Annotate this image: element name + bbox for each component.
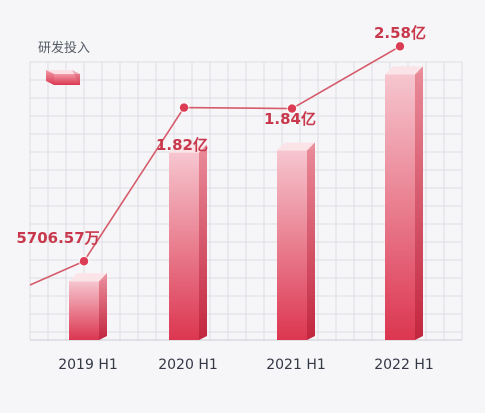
trend-marker [79, 257, 89, 266]
bar-front [277, 150, 307, 340]
labels: 5706.57万 1.82亿 1.84亿 2.58亿 [16, 24, 426, 247]
legend-label: 研发投入 [38, 40, 90, 56]
bar-2021-h1 [277, 142, 315, 340]
x-tick-label: 2020 H1 [158, 357, 218, 373]
trend-line [29, 45, 401, 286]
trend-marker [395, 42, 405, 51]
bar-side [307, 146, 315, 340]
bar-cap [169, 144, 207, 153]
bar-side [99, 277, 107, 340]
bar-cap [277, 142, 315, 151]
data-label: 1.84亿 [264, 110, 316, 128]
bar-side [415, 70, 423, 340]
data-label: 5706.57万 [16, 229, 99, 247]
bars [69, 66, 423, 340]
bar-2022-h1 [385, 66, 423, 340]
legend-swatch [46, 70, 80, 85]
bar-2019-h1 [69, 273, 107, 340]
bar-2020-h1 [169, 144, 207, 340]
bar-front [385, 74, 415, 340]
data-label: 1.82亿 [156, 136, 208, 154]
trend-marker [287, 104, 297, 113]
trend-marker [179, 103, 189, 112]
x-axis: 2019 H1 2020 H1 2021 H1 2022 H1 [58, 357, 434, 373]
x-tick-label: 2021 H1 [266, 357, 326, 373]
bar-cap [69, 273, 107, 282]
legend: 研发投入 [38, 40, 90, 85]
data-label: 2.58亿 [374, 24, 426, 42]
trend-line-layer [29, 40, 406, 286]
x-tick-label: 2019 H1 [58, 357, 118, 373]
x-tick-label: 2022 H1 [374, 357, 434, 373]
bar-cap [385, 66, 423, 75]
bar-front [169, 152, 199, 340]
bar-front [69, 281, 99, 340]
bar-side [199, 148, 207, 340]
